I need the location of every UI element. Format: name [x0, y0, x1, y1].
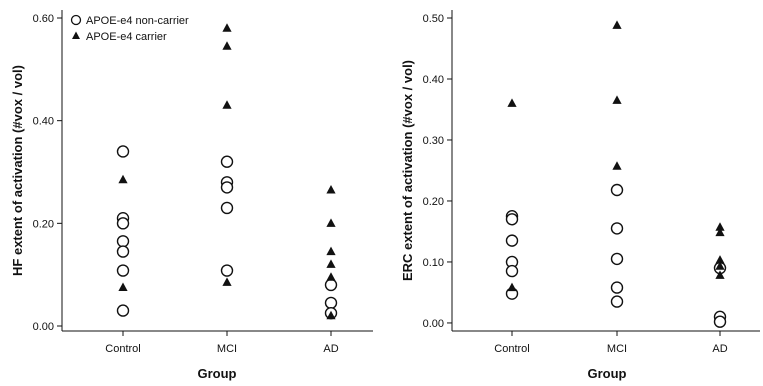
y-tick-label: 0.40 — [423, 74, 444, 86]
point-non-carrier — [505, 213, 519, 226]
point-carrier — [326, 184, 336, 194]
point-non-carrier — [610, 281, 624, 294]
legend-circle-icon — [70, 14, 82, 26]
point-non-carrier — [220, 201, 234, 215]
x-tick-label: MCI — [607, 343, 627, 355]
point-carrier — [326, 272, 336, 281]
chart-panel-1: 0.00 0.20 0.40 0.60 Control MCI AD Group HF exte… — [10, 10, 373, 381]
point-carrier — [326, 218, 336, 227]
x-axis-title: Group — [588, 366, 627, 381]
point-non-carrier — [220, 264, 234, 277]
point-carrier — [612, 20, 622, 29]
point-carrier — [222, 277, 232, 286]
point-carrier — [326, 246, 336, 256]
x-axis-title: Group — [198, 366, 237, 381]
y-tick-label: 0.40 — [33, 116, 54, 128]
point-non-carrier — [116, 304, 130, 317]
point-non-carrier — [505, 234, 519, 247]
point-carrier — [222, 100, 232, 109]
point-carrier — [507, 98, 517, 107]
point-non-carrier — [116, 145, 130, 158]
y-tick-label: 0.00 — [423, 318, 444, 330]
y-axis-title: HF extent of activation (#vox / vol) — [10, 65, 25, 276]
y-tick-label: 0.20 — [423, 196, 444, 208]
point-carrier — [715, 227, 725, 237]
point-carrier — [715, 270, 725, 279]
x-tick-label: AD — [712, 343, 727, 355]
point-non-carrier — [220, 181, 234, 194]
point-non-carrier — [220, 155, 234, 168]
point-carrier — [715, 222, 725, 231]
x-tick-label: AD — [323, 343, 338, 355]
point-carrier — [326, 310, 336, 320]
x-tick-label: MCI — [217, 343, 237, 355]
x-tick-label: Control — [105, 343, 140, 355]
point-carrier — [222, 41, 232, 50]
y-axis-title: ERC extent of activation (#vox / vol) — [400, 60, 415, 281]
point-carrier — [715, 261, 725, 270]
point-carrier — [326, 259, 336, 268]
y-tick-label: 0.00 — [33, 321, 54, 333]
y-tick-label: 0.30 — [423, 135, 444, 147]
y-tick-label: 0.50 — [423, 13, 444, 25]
point-non-carrier — [610, 183, 624, 197]
point-non-carrier — [713, 315, 727, 328]
y-tick-label: 0.10 — [423, 257, 444, 269]
y-tick-label: 0.60 — [33, 13, 54, 25]
point-non-carrier — [610, 222, 624, 235]
point-non-carrier — [116, 235, 130, 248]
legend-label: APOE-e4 carrier — [86, 31, 167, 43]
point-non-carrier — [116, 264, 130, 277]
point-non-carrier — [610, 295, 624, 308]
point-non-carrier — [324, 296, 338, 310]
point-non-carrier — [505, 264, 519, 278]
x-tick-label: Control — [494, 343, 529, 355]
point-non-carrier — [116, 245, 130, 258]
legend-triangle-icon — [72, 31, 80, 39]
point-carrier — [118, 282, 128, 291]
point-carrier — [715, 255, 725, 264]
point-carrier — [118, 174, 128, 184]
point-carrier — [612, 95, 622, 104]
point-non-carrier — [116, 217, 130, 230]
point-carrier — [222, 23, 232, 32]
point-non-carrier — [610, 252, 624, 266]
legend: APOE-e4 non-carrier APOE-e4 carrier — [70, 14, 189, 43]
point-non-carrier — [324, 278, 338, 292]
chart-panel-2: 0.00 0.10 0.20 0.30 0.40 0.50 Control MCI AD Grou… — [400, 10, 760, 381]
y-tick-label: 0.20 — [33, 218, 54, 230]
legend-label: APOE-e4 non-carrier — [86, 15, 189, 27]
point-carrier — [612, 161, 622, 170]
point-carrier — [507, 282, 517, 292]
